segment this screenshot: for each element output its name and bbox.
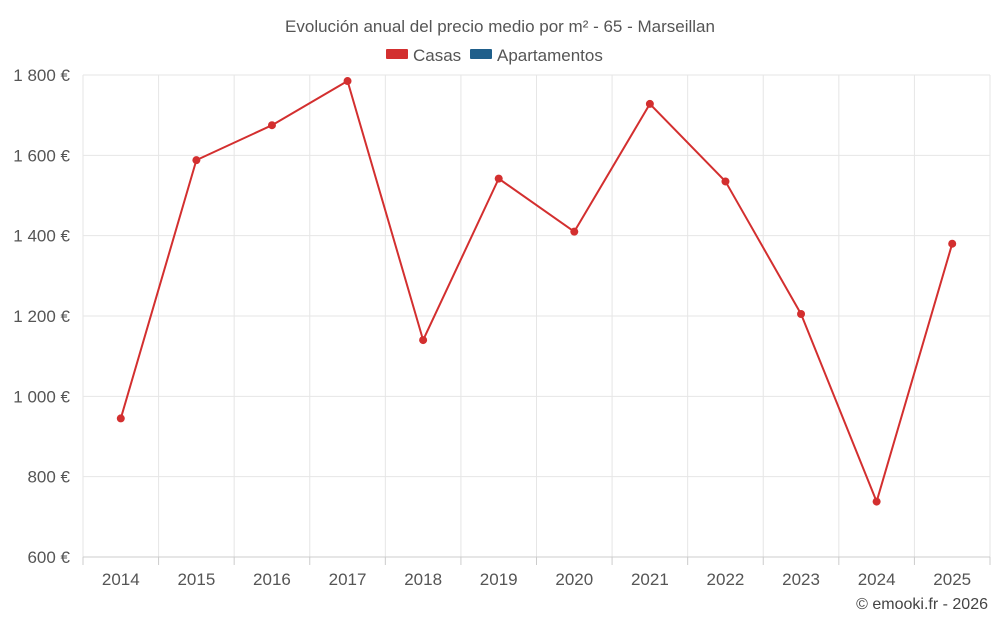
chart-title: Evolución anual del precio medio por m² … <box>285 17 715 36</box>
legend-label-apartamentos[interactable]: Apartamentos <box>497 46 603 65</box>
y-tick-label: 1 200 € <box>13 307 70 326</box>
data-point[interactable] <box>948 239 957 248</box>
y-tick-label: 600 € <box>27 548 70 567</box>
series-line-casas <box>119 80 954 503</box>
grid <box>82 74 991 557</box>
legend-swatch-apartamentos[interactable] <box>470 49 492 59</box>
data-point[interactable] <box>721 177 730 186</box>
legend-swatch-casas[interactable] <box>386 49 408 59</box>
data-point[interactable] <box>872 497 881 506</box>
x-tick-label: 2017 <box>329 570 367 589</box>
x-tick-label: 2018 <box>404 570 442 589</box>
x-tick-label: 2014 <box>102 570 140 589</box>
y-tick-label: 1 400 € <box>13 227 70 246</box>
x-tick-label: 2015 <box>177 570 215 589</box>
x-tick-label: 2021 <box>631 570 669 589</box>
data-point[interactable] <box>570 227 579 236</box>
x-tick-label: 2016 <box>253 570 291 589</box>
x-tick-label: 2019 <box>480 570 518 589</box>
y-tick-label: 1 000 € <box>13 387 70 406</box>
y-tick-label: 1 600 € <box>13 146 70 165</box>
x-tick-label: 2023 <box>782 570 820 589</box>
data-point[interactable] <box>116 414 125 423</box>
data-point[interactable] <box>343 77 352 86</box>
data-point[interactable] <box>797 309 806 318</box>
data-point[interactable] <box>267 121 276 130</box>
legend: Casas Apartamentos <box>386 46 603 65</box>
legend-label-casas[interactable]: Casas <box>413 46 461 65</box>
y-tick-label: 1 800 € <box>13 66 70 85</box>
y-tick-label: 800 € <box>27 468 70 487</box>
x-tick-label: 2022 <box>707 570 745 589</box>
data-point[interactable] <box>494 174 503 183</box>
x-tick-label: 2020 <box>555 570 593 589</box>
series-layer <box>116 77 957 506</box>
data-point[interactable] <box>419 336 428 345</box>
x-tick-label: 2025 <box>933 570 971 589</box>
credit-text: © emooki.fr - 2026 <box>856 596 988 613</box>
data-point[interactable] <box>192 156 201 165</box>
data-point[interactable] <box>645 99 654 108</box>
x-tick-label: 2024 <box>858 570 896 589</box>
axes: 600 € 800 € 1 000 € 1 200 € 1 400 € 1 600 € 1 … <box>13 66 991 589</box>
